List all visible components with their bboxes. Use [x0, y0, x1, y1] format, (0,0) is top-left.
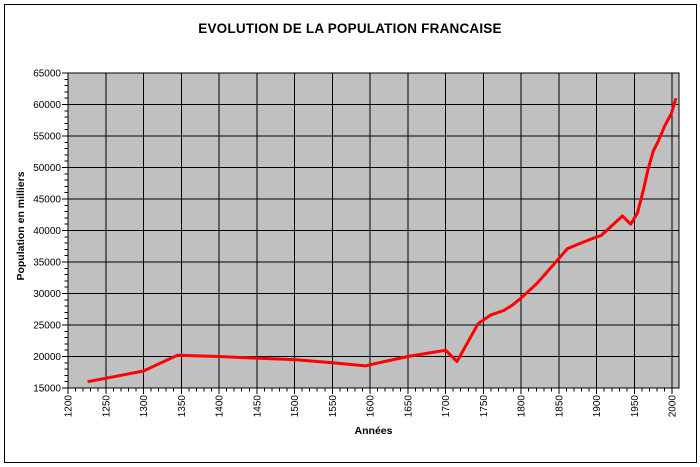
x-tick-label: 1400	[215, 395, 226, 418]
y-tick-label: 25000	[33, 321, 61, 332]
chart-title: EVOLUTION DE LA POPULATION FRANCAISE	[198, 21, 502, 36]
y-tick-label: 20000	[33, 352, 61, 363]
x-tick-label: 1850	[554, 395, 565, 418]
x-tick-label: 1700	[441, 395, 452, 418]
x-tick-label: 1500	[290, 395, 301, 418]
x-tick-label: 1450	[252, 395, 263, 418]
x-tick-label: 1750	[479, 395, 490, 418]
x-tick-label: 1250	[101, 395, 112, 418]
chart-border	[4, 4, 697, 463]
x-tick-label: 1900	[592, 395, 603, 418]
y-tick-label: 40000	[33, 226, 61, 237]
y-tick-label: 30000	[33, 289, 61, 300]
plot-border	[67, 72, 680, 389]
x-tick-label: 1200	[64, 395, 75, 418]
y-tick-label: 65000	[33, 69, 61, 80]
y-tick-label: 15000	[33, 384, 61, 395]
x-axis-title: Années	[354, 425, 393, 437]
x-tick-label: 1800	[517, 395, 528, 418]
y-tick-label: 35000	[33, 258, 61, 269]
y-tick-label: 45000	[33, 195, 61, 206]
y-tick-label: 50000	[33, 163, 61, 174]
population-series-line	[87, 97, 678, 384]
x-tick-label: 1600	[366, 395, 377, 418]
x-tick-label: 2000	[668, 395, 679, 418]
x-tick-label: 1550	[328, 395, 339, 418]
x-tick-label: 1650	[403, 395, 414, 418]
x-tick-label: 1300	[139, 395, 150, 418]
x-tick-label: 1950	[630, 395, 641, 418]
y-tick-label: 60000	[33, 100, 61, 111]
x-tick-label: 1350	[177, 395, 188, 418]
y-tick-label: 55000	[33, 132, 61, 143]
